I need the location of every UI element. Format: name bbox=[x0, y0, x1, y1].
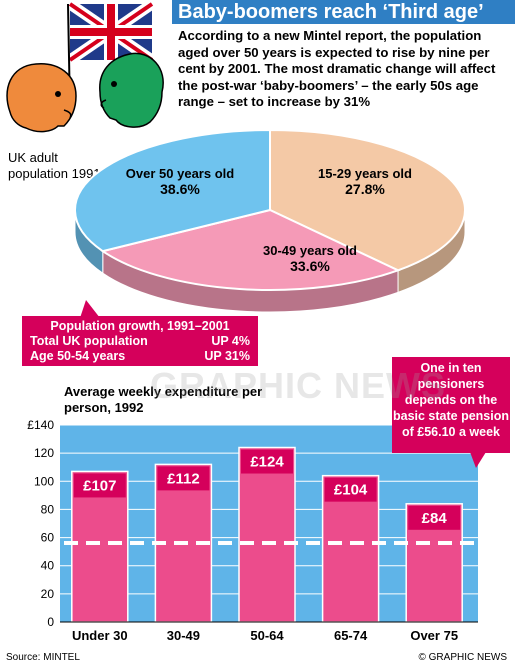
x-category-label: 65-74 bbox=[334, 628, 368, 643]
growth-row-label: Total UK population bbox=[30, 334, 148, 348]
bar-value-label: £104 bbox=[334, 482, 368, 499]
bar-value-label: £84 bbox=[422, 510, 448, 527]
x-category-label: 50-64 bbox=[250, 628, 284, 643]
intro-text: According to a new Mintel report, the po… bbox=[178, 28, 496, 109]
pie-slice-2 bbox=[74, 128, 271, 253]
pie-slice-value: 33.6% bbox=[290, 258, 330, 274]
bar-chart: 0 20 40 60 80 100 120 £140 £107 Under 30 £112 30-49… bbox=[27, 300, 486, 643]
title-bar bbox=[172, 0, 515, 24]
x-category-label: Over 75 bbox=[410, 628, 458, 643]
source-text: Source: MINTEL bbox=[6, 652, 80, 663]
pie-slice-1 bbox=[100, 208, 401, 291]
pie-slice-label-15-29: 15-29 years old 27.8% bbox=[300, 166, 430, 197]
union-flag-icon bbox=[66, 0, 156, 65]
growth-row-label: Age 50-54 years bbox=[30, 349, 126, 363]
page-title: Baby-boomers reach ‘Third age’ bbox=[178, 1, 484, 23]
bar-value-label: £107 bbox=[83, 477, 116, 494]
x-category-label: Under 30 bbox=[72, 628, 128, 643]
watermark: GRAPHIC NEWS bbox=[150, 365, 447, 406]
pie-slice-name: 15-29 years old bbox=[318, 166, 412, 181]
pie-chart bbox=[74, 128, 466, 313]
pension-pointer bbox=[470, 452, 486, 468]
y-tick-label: 60 bbox=[41, 531, 55, 545]
pie-slice-name: Over 50 years old bbox=[125, 166, 235, 181]
pie-label: UK adult population 1991 bbox=[8, 150, 101, 181]
bar-cap-1 bbox=[157, 466, 210, 491]
growth-row-value: UP 4% bbox=[211, 334, 250, 348]
green-face-icon bbox=[99, 52, 164, 128]
bar-cap-2 bbox=[241, 449, 293, 474]
flag-faces-illustration bbox=[6, 0, 164, 133]
bar-2 bbox=[238, 446, 296, 623]
orange-face-icon bbox=[6, 63, 77, 133]
bar-chart-title: Average weekly expenditure per person, 1… bbox=[64, 384, 263, 415]
growth-row-value: UP 31% bbox=[204, 349, 250, 363]
y-tick-label: 120 bbox=[34, 446, 54, 460]
bar-cap-4 bbox=[408, 505, 461, 530]
pie-slice-value: 38.6% bbox=[160, 181, 200, 197]
population-growth-box: Population growth, 1991–2001 Total UK po… bbox=[22, 316, 258, 366]
pie-slice-label-30-49: 30-49 years old 33.6% bbox=[240, 243, 380, 274]
pie-slice-0 bbox=[269, 128, 466, 272]
pension-note: One in ten pensioners depends on the bas… bbox=[392, 361, 509, 439]
pie-slice-label-over-50: Over 50 years old 38.6% bbox=[110, 166, 250, 197]
y-tick-label: 20 bbox=[41, 587, 55, 601]
y-tick-label: 100 bbox=[34, 474, 54, 488]
pension-note-box: One in ten pensioners depends on the bas… bbox=[392, 357, 510, 453]
pie-slice-value: 27.8% bbox=[345, 181, 385, 197]
bar-value-label: £124 bbox=[250, 454, 284, 471]
y-tick-label: £140 bbox=[27, 418, 54, 432]
y-tick-label: 40 bbox=[41, 559, 55, 573]
bar-cap-3 bbox=[324, 477, 377, 502]
credit-text: © GRAPHIC NEWS bbox=[418, 652, 508, 663]
bar-value-label: £112 bbox=[167, 470, 200, 487]
y-tick-label: 80 bbox=[41, 502, 55, 516]
y-tick-label: 0 bbox=[47, 615, 54, 629]
growth-pointer bbox=[80, 300, 100, 318]
x-category-label: 30-49 bbox=[167, 628, 200, 643]
growth-title: Population growth, 1991–2001 bbox=[50, 319, 230, 333]
bar-cap-0 bbox=[73, 473, 126, 498]
pie-slice-name: 30-49 years old bbox=[263, 243, 357, 258]
